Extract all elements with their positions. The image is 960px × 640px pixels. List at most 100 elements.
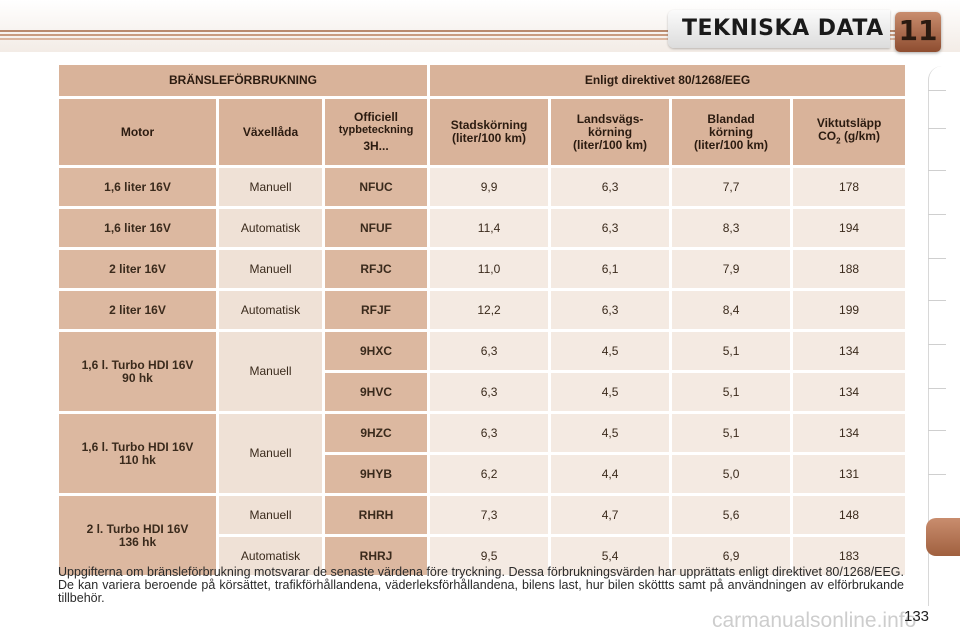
column-header-city: Stadskörning (liter/100 km) (430, 99, 549, 165)
city-cell: 7,3 (430, 496, 549, 534)
motor-line2: 90 hk (122, 370, 153, 385)
side-tab-tick (928, 344, 946, 345)
gearbox-cell: Manuell (219, 332, 322, 411)
table-row: 1,6 liter 16V Automatisk NFUF 11,4 6,3 8… (59, 209, 906, 247)
side-tab-tick (928, 90, 946, 91)
motor-line2: 136 hk (118, 534, 157, 549)
city-cell: 6,3 (430, 332, 549, 370)
road-cell: 6,3 (551, 291, 670, 329)
motor-cell: 1,6 liter 16V (59, 168, 216, 206)
motor-line1: 1,6 l. Turbo HDI 16V (81, 357, 194, 372)
road-cell: 4,4 (551, 455, 670, 493)
mixed-header-line2: körning (709, 124, 754, 139)
gearbox-cell: Manuell (219, 168, 322, 206)
co2-unit: (g/km) (843, 128, 880, 143)
motor-line2: 110 hk (119, 452, 156, 467)
road-cell: 4,5 (551, 332, 670, 370)
type-header-line1: Officiell (354, 110, 399, 124)
page-number: 133 (904, 608, 930, 625)
motor-cell: 1,6 l. Turbo HDI 16V 110 hk (59, 414, 216, 493)
side-tab-tick (928, 300, 946, 301)
type-header-line3: 3H... (363, 139, 389, 153)
group-header-directive: Enligt direktivet 80/1268/EEG (430, 65, 906, 96)
type-code-cell: NFUF (325, 209, 428, 247)
table-row: 2 liter 16V Automatisk RFJF 12,2 6,3 8,4… (59, 291, 906, 329)
road-cell: 4,5 (551, 414, 670, 452)
co2-cell: 188 (793, 250, 906, 288)
city-cell: 9,5 (430, 537, 549, 575)
co2-cell: 134 (793, 373, 906, 411)
table-row: Automatisk RHRJ 9,5 5,4 6,9 183 (59, 537, 906, 575)
side-tab-active[interactable] (926, 518, 960, 556)
mixed-cell: 8,3 (672, 209, 791, 247)
side-tab-tick (928, 258, 946, 259)
type-code-cell: 9HZC (325, 414, 428, 452)
city-cell: 6,3 (430, 373, 549, 411)
title-plate (668, 10, 890, 48)
type-code-cell: 9HVC (325, 373, 428, 411)
city-cell: 12,2 (430, 291, 549, 329)
road-cell: 4,5 (551, 373, 670, 411)
side-tab-rail (928, 66, 960, 606)
chapter-number: 11 (898, 14, 938, 47)
type-code-cell: 9HYB (325, 455, 428, 493)
column-header-co2: Viktutsläpp CO2 (g/km) (793, 99, 906, 165)
co2-cell: 178 (793, 168, 906, 206)
table-row: 1,6 liter 16V Manuell NFUC 9,9 6,3 7,7 1… (59, 168, 906, 206)
table-row: 9HVC 6,3 4,5 5,1 134 (59, 373, 906, 411)
column-header-road: Landsvägs- körning (liter/100 km) (551, 99, 670, 165)
mixed-header-line3: (liter/100 km) (694, 137, 769, 152)
side-tab-tick (928, 430, 946, 431)
city-header-line1: Stadskörning (450, 118, 528, 132)
co2-cell: 194 (793, 209, 906, 247)
road-cell: 6,3 (551, 209, 670, 247)
gearbox-cell: Automatisk (219, 291, 322, 329)
road-cell: 6,3 (551, 168, 670, 206)
table-row: 2 liter 16V Manuell RFJC 11,0 6,1 7,9 18… (59, 250, 906, 288)
road-header-line1: Landsvägs- (576, 111, 644, 126)
type-code-cell: RFJC (325, 250, 428, 288)
type-code-cell: RHRJ (325, 537, 428, 575)
co2-cell: 183 (793, 537, 906, 575)
type-code-cell: RFJF (325, 291, 428, 329)
page-title: TEKNISKA DATA (682, 16, 884, 41)
chapter-badge (895, 12, 941, 52)
gearbox-cell: Automatisk (219, 209, 322, 247)
co2-header-line1: Viktutsläpp (816, 115, 882, 130)
motor-cell: 2 liter 16V (59, 250, 216, 288)
city-cell: 9,9 (430, 168, 549, 206)
co2-cell: 199 (793, 291, 906, 329)
column-header-motor: Motor (59, 99, 216, 165)
column-header-type: Officiell typbeteckning 3H... (325, 99, 428, 165)
table-row: 1,6 l. Turbo HDI 16V 110 hk Manuell 9HZC… (59, 414, 906, 493)
road-header-line2: körning (588, 124, 633, 139)
co2-cell: 134 (793, 414, 906, 452)
city-cell: 6,2 (430, 455, 549, 493)
mixed-cell: 5,1 (672, 332, 791, 370)
table-row: 1,6 l. Turbo HDI 16V 90 hk Manuell 9HXC … (59, 332, 906, 411)
road-header-line3: (liter/100 km) (573, 137, 648, 152)
motor-cell: 1,6 l. Turbo HDI 16V 90 hk (59, 332, 216, 411)
mixed-cell: 5,1 (672, 373, 791, 411)
co2-header-line2: CO2 (g/km) (795, 128, 903, 147)
type-code-cell: NFUC (325, 168, 428, 206)
gearbox-cell: Manuell (219, 250, 322, 288)
mixed-cell: 7,7 (672, 168, 791, 206)
table-row: 2 l. Turbo HDI 16V 136 hk Manuell RHRH 7… (59, 496, 906, 575)
mixed-cell: 5,1 (672, 414, 791, 452)
co2-prefix: CO (818, 128, 837, 143)
type-header-line2: typbeteckning (338, 124, 414, 136)
mixed-header-line1: Blandad (707, 111, 755, 126)
group-header-consumption: BRÄNSLEFÖRBRUKNING (59, 65, 428, 96)
mixed-cell: 8,4 (672, 291, 791, 329)
type-code-cell: 9HXC (325, 332, 428, 370)
road-cell: 4,7 (551, 496, 670, 534)
type-code-cell: RHRH (325, 496, 428, 534)
column-header-mixed: Blandad körning (liter/100 km) (672, 99, 791, 165)
side-tab-tick (928, 474, 946, 475)
motor-line1: 2 l. Turbo HDI 16V (86, 521, 189, 536)
gearbox-cell: Manuell (219, 496, 322, 534)
city-cell: 11,0 (430, 250, 549, 288)
fuel-consumption-table: BRÄNSLEFÖRBRUKNING Enligt direktivet 80/… (56, 62, 908, 578)
co2-cell: 131 (793, 455, 906, 493)
